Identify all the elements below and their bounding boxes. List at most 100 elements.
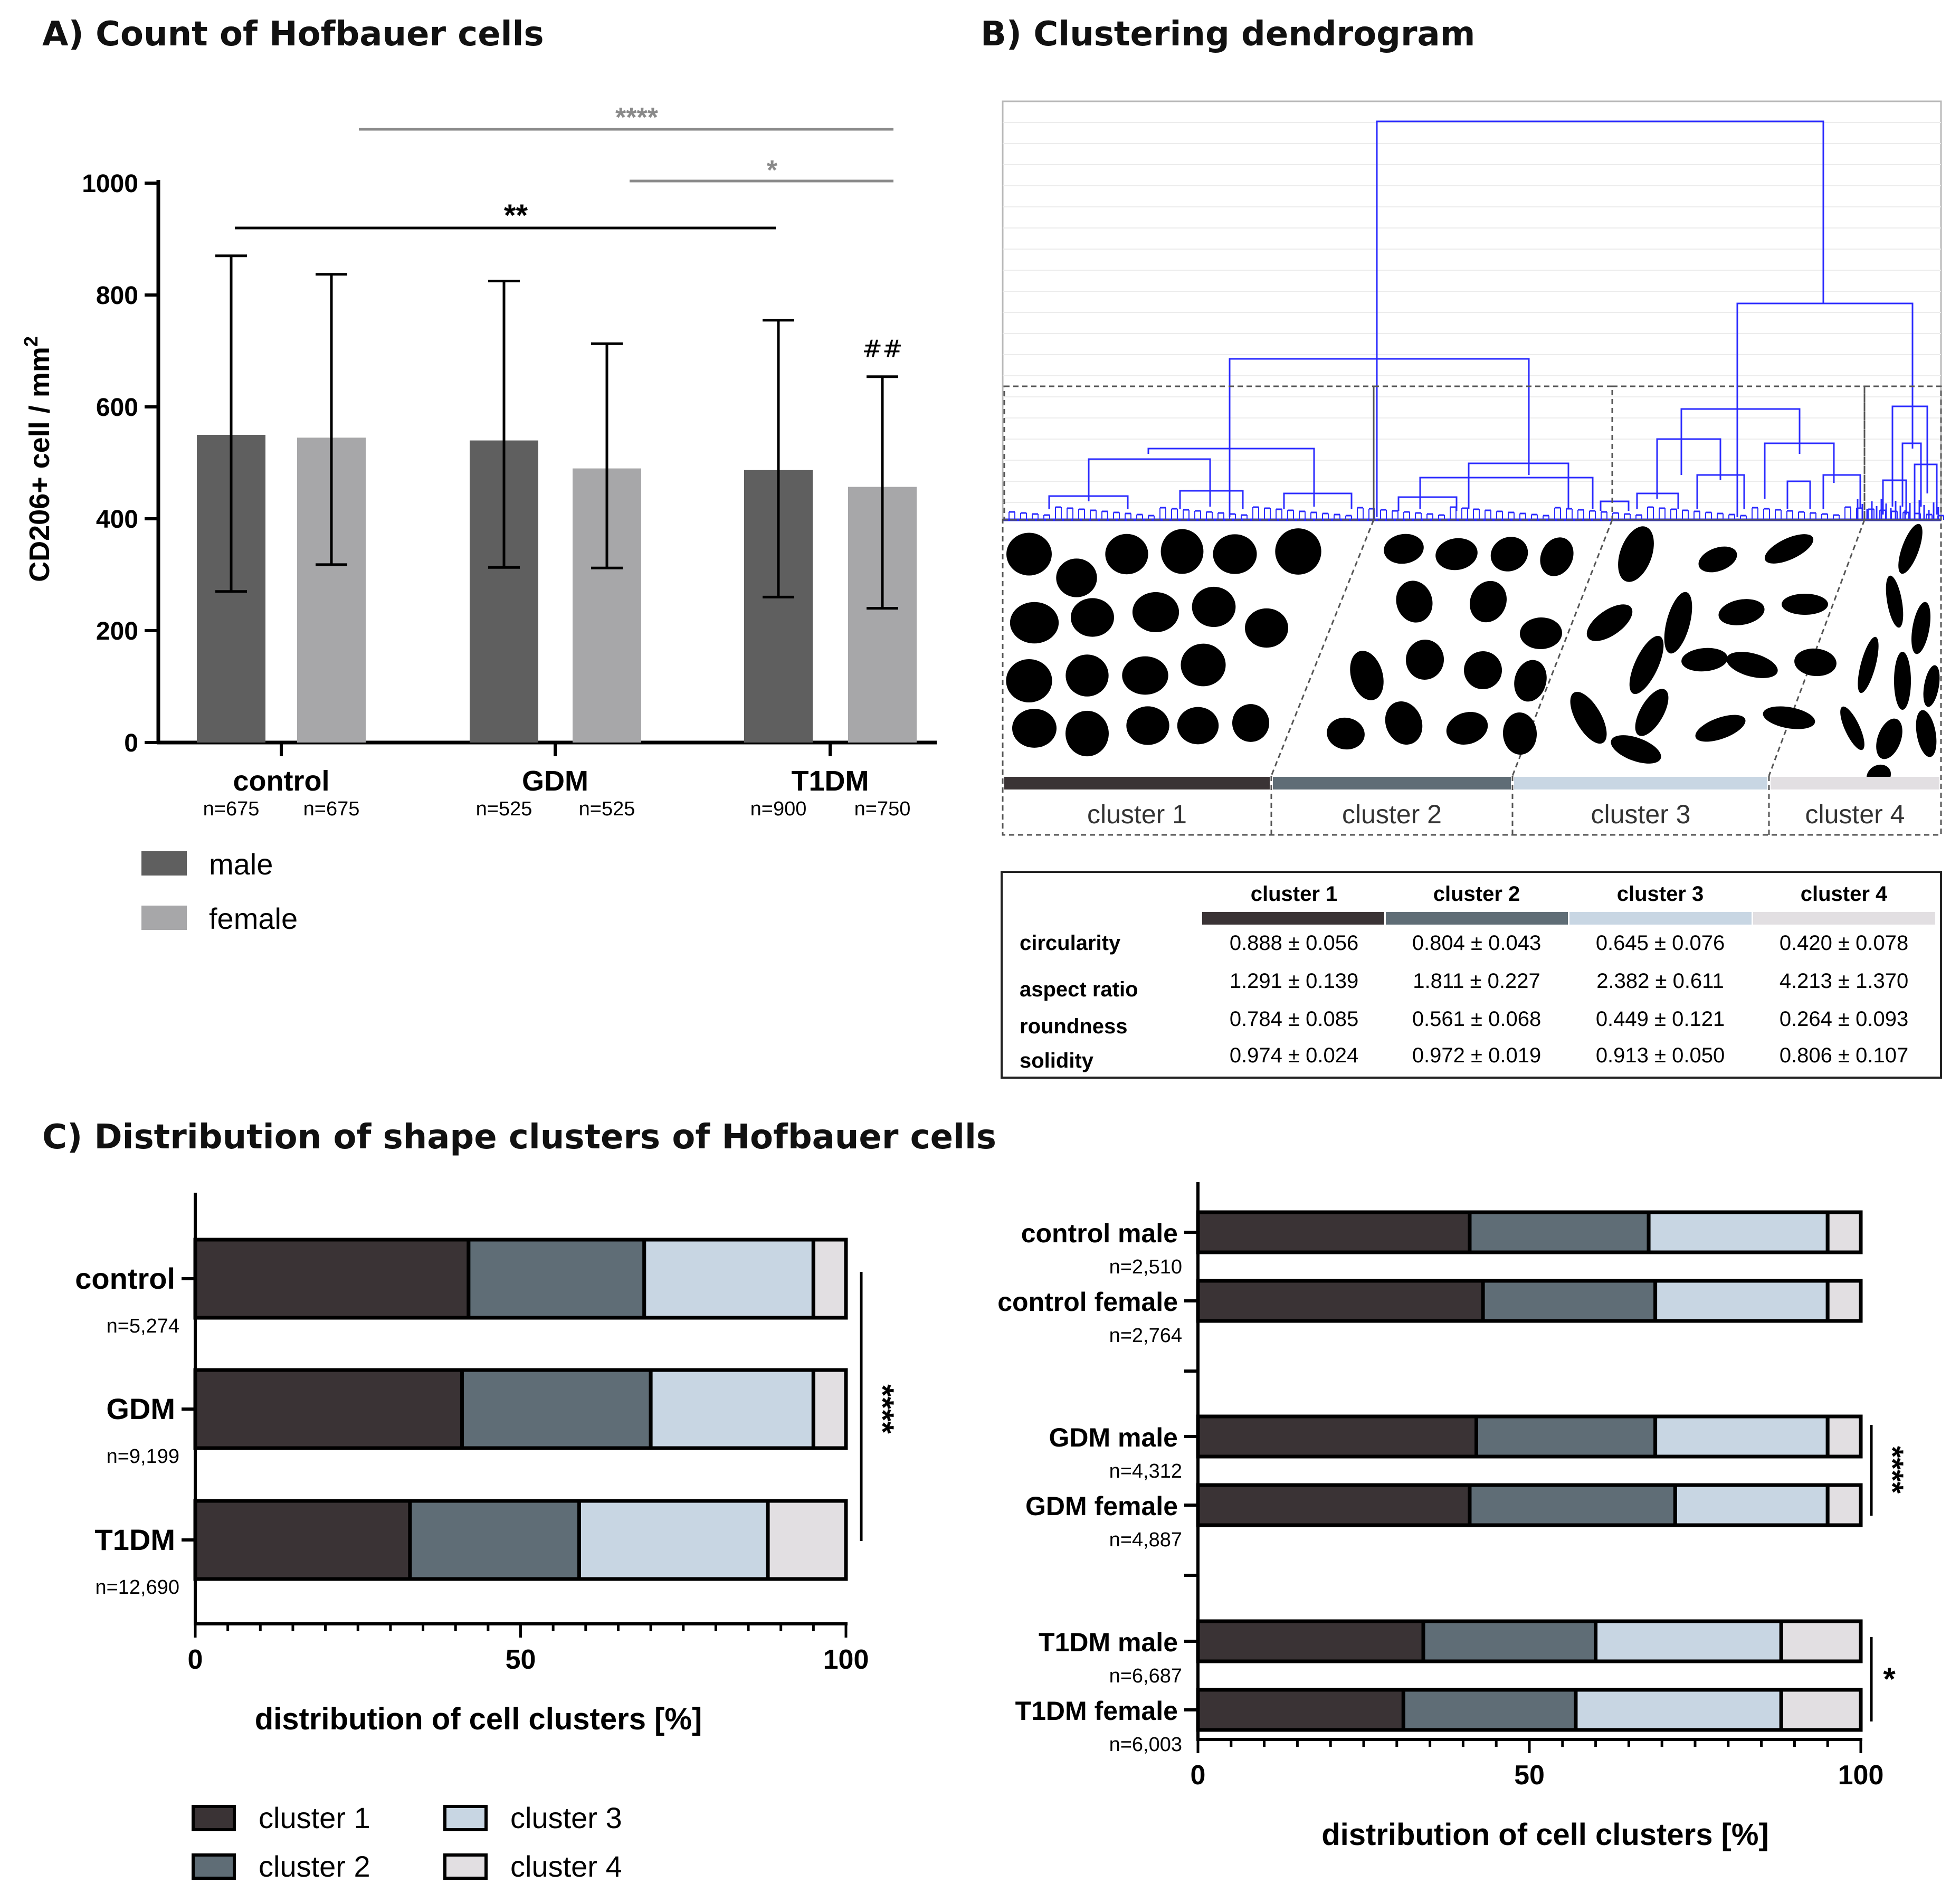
cell-silhouette — [1065, 710, 1109, 757]
cell-silhouette — [1695, 715, 1746, 742]
cell-silhouette — [1012, 709, 1057, 748]
table-cell: 0.888 ± 0.056 — [1230, 931, 1358, 955]
bar-control-cluster-3 — [642, 1238, 815, 1320]
bar-gdm-cluster-2 — [460, 1368, 653, 1450]
bar-control-male-cluster-2 — [1468, 1210, 1651, 1254]
bar-t1dm-female-cluster-1 — [1196, 1688, 1405, 1732]
table-cell: 4.213 ± 1.370 — [1780, 969, 1908, 993]
x-axis-title: distribution of cell clusters [%] — [1321, 1818, 1769, 1852]
dendrogram-link — [1636, 492, 1679, 509]
bar-t1dm-male-cluster-1 — [1196, 1619, 1425, 1663]
n-label: n=4,887 — [1109, 1529, 1182, 1551]
x-tick-label: 0 — [188, 1644, 203, 1675]
cell-silhouette — [1726, 652, 1778, 678]
cell-silhouette — [1502, 712, 1537, 755]
cell-silhouette — [1232, 704, 1270, 742]
n-label: n=6,687 — [1109, 1665, 1182, 1687]
table-cell: 2.382 ± 0.611 — [1596, 969, 1724, 993]
y-category-label: GDM male — [1049, 1423, 1178, 1452]
dendrogram-link — [1822, 474, 1861, 509]
legend-swatch-cluster-4 — [443, 1853, 488, 1880]
bar-t1dm-cluster-4 — [766, 1499, 848, 1581]
cell-silhouette — [1764, 534, 1814, 564]
cell-silhouette — [1464, 651, 1502, 689]
cluster-label-3: cluster 3 — [1591, 800, 1691, 829]
y-category-label: GDM — [106, 1392, 175, 1425]
cell-silhouette — [1385, 701, 1423, 745]
table-cell: 0.264 ± 0.093 — [1780, 1007, 1908, 1031]
cluster-color-bar-1 — [1004, 777, 1270, 789]
cluster-separator — [1270, 519, 1375, 776]
n-label: n=675 — [203, 798, 260, 820]
table-header-cluster-1: cluster 1 — [1251, 882, 1338, 906]
table-cell: 0.972 ± 0.019 — [1412, 1044, 1541, 1067]
legend-label-cluster-1: cluster 1 — [259, 1801, 370, 1834]
legend-label-cluster-2: cluster 2 — [259, 1850, 370, 1883]
legend-label-cluster-3: cluster 3 — [510, 1801, 622, 1834]
cell-silhouette — [1911, 602, 1930, 654]
y-axis-title-text: CD206+ cell / mm — [24, 347, 55, 582]
cell-silhouette — [1858, 636, 1879, 693]
table-cell: 1.811 ± 0.227 — [1413, 969, 1540, 993]
panel-c-overall-chart: 0 50 100 distribution of cell clusters [%] c… — [75, 1193, 900, 1883]
significance-label: **** — [865, 1384, 900, 1434]
bar-gdm-female-cluster-3 — [1673, 1483, 1830, 1527]
significance-label: * — [767, 155, 778, 186]
bar-t1dm-male-cluster-4 — [1779, 1619, 1863, 1663]
dendrogram-link — [1048, 495, 1129, 509]
n-label: n=2,510 — [1109, 1256, 1182, 1278]
cell-silhouette — [1586, 604, 1633, 641]
y-category-label: T1DM female — [1015, 1696, 1178, 1726]
y-category-label: GDM female — [1025, 1491, 1178, 1521]
cell-silhouette — [1698, 546, 1737, 573]
significance-label: * — [1883, 1661, 1896, 1697]
bar-gdm-female-cluster-1 — [1196, 1483, 1472, 1527]
cluster-color-bar-4 — [1771, 777, 1939, 789]
bar-gdm-female-cluster-2 — [1468, 1483, 1677, 1527]
n-label: n=9,199 — [107, 1445, 179, 1468]
y-category-label: control — [75, 1262, 175, 1295]
cluster-label-2: cluster 2 — [1342, 800, 1442, 829]
cell-silhouette — [1470, 581, 1507, 623]
y-tick-label: 800 — [96, 282, 138, 310]
dendrogram-link — [1901, 442, 1922, 507]
cell-silhouette — [1570, 691, 1607, 744]
cell-silhouette — [1763, 706, 1815, 729]
cell-silhouette — [1160, 529, 1204, 574]
table-header-color-1 — [1202, 912, 1384, 925]
dendrogram-link — [1764, 442, 1835, 499]
cluster-box-4 — [1863, 385, 1942, 521]
cell-silhouette — [1618, 526, 1654, 582]
table-cell: 0.784 ± 0.085 — [1230, 1007, 1358, 1031]
n-label: n=525 — [579, 798, 635, 820]
x-tick-label: 100 — [1838, 1760, 1884, 1791]
dendrogram-link — [1419, 477, 1594, 509]
bar-gdm-cluster-1 — [193, 1368, 464, 1450]
dendrogram-link — [1147, 448, 1315, 507]
table-cell: 0.806 ± 0.107 — [1780, 1044, 1908, 1067]
n-label: n=900 — [750, 798, 807, 820]
n-label: n=4,312 — [1109, 1460, 1182, 1482]
cluster-label-4: cluster 4 — [1805, 800, 1905, 829]
cell-silhouette — [1635, 689, 1669, 736]
x-tick-label: 0 — [1191, 1760, 1206, 1791]
n-label: n=12,690 — [95, 1576, 179, 1599]
cell-silhouette — [1916, 710, 1937, 757]
bar-control-female-cluster-3 — [1653, 1279, 1830, 1323]
cell-silhouette — [1006, 532, 1052, 576]
cell-silhouette — [1718, 599, 1765, 625]
cell-silhouette — [1611, 735, 1661, 764]
legend-label-cluster-4: cluster 4 — [510, 1850, 622, 1883]
table-cell: 1.291 ± 0.139 — [1230, 969, 1358, 993]
cell-silhouette — [1006, 659, 1052, 703]
bar-control-male-cluster-3 — [1647, 1210, 1830, 1254]
bar-control-male-cluster-4 — [1825, 1210, 1863, 1254]
table-cell: 0.913 ± 0.050 — [1596, 1044, 1725, 1067]
cell-silhouette — [1126, 706, 1169, 745]
bar-gdm-cluster-4 — [811, 1368, 848, 1450]
cell-silhouette — [1192, 586, 1236, 627]
cluster-color-bar-2 — [1273, 777, 1511, 789]
y-axis-title: CD206+ cell / mm2 — [20, 336, 55, 582]
cluster-color-bar-3 — [1514, 777, 1767, 789]
table-row-label: roundness — [1020, 1015, 1127, 1038]
